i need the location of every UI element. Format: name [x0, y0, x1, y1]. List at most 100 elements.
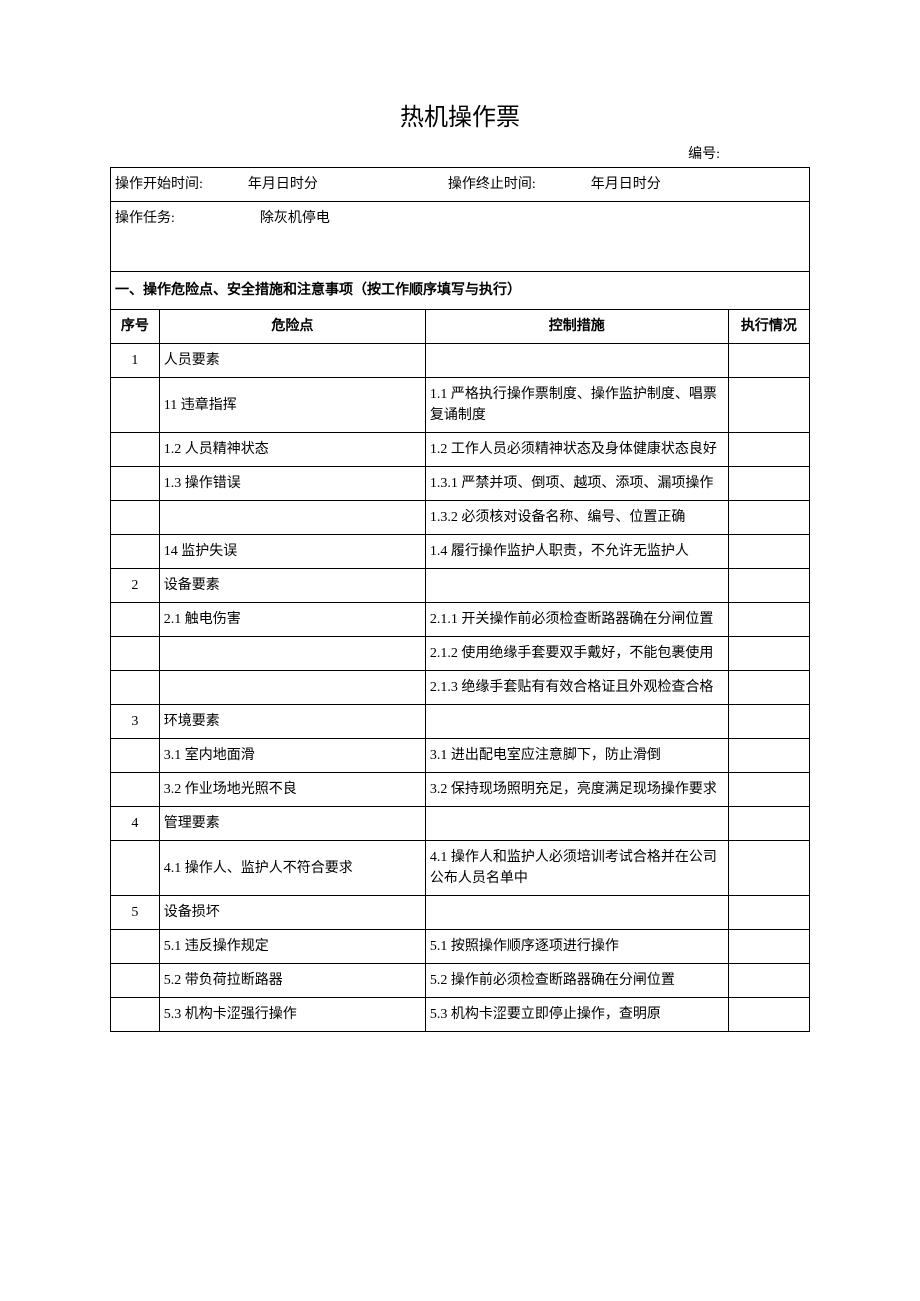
cell-measure: 1.2 工作人员必须精神状态及身体健康状态良好	[425, 433, 728, 467]
cell-measure: 1.4 履行操作监护人职责，不允许无监护人	[425, 535, 728, 569]
table-row: 14 监护失误1.4 履行操作监护人职责，不允许无监护人	[111, 535, 810, 569]
cell-status	[728, 637, 809, 671]
cell-risk: 3.1 室内地面滑	[159, 739, 425, 773]
col-header-seq: 序号	[111, 310, 160, 344]
cell-risk	[159, 501, 425, 535]
start-time-label: 操作开始时间:	[115, 177, 203, 192]
cell-risk: 5.3 机构卡涩强行操作	[159, 998, 425, 1032]
cell-seq	[111, 637, 160, 671]
cell-status	[728, 739, 809, 773]
cell-status	[728, 773, 809, 807]
cell-measure: 5.1 按照操作顺序逐项进行操作	[425, 930, 728, 964]
cell-risk: 1.2 人员精神状态	[159, 433, 425, 467]
cell-measure: 2.1.2 使用绝缘手套要双手戴好，不能包裹使用	[425, 637, 728, 671]
cell-risk: 2.1 触电伤害	[159, 603, 425, 637]
col-header-status: 执行情况	[728, 310, 809, 344]
table-row: 1.2 人员精神状态1.2 工作人员必须精神状态及身体健康状态良好	[111, 433, 810, 467]
cell-status	[728, 964, 809, 998]
cell-status	[728, 671, 809, 705]
cell-seq: 3	[111, 705, 160, 739]
cell-status	[728, 467, 809, 501]
table-row: 1人员要素	[111, 344, 810, 378]
end-time-value: 年月日时分	[591, 177, 661, 192]
table-row: 5.1 违反操作规定5.1 按照操作顺序逐项进行操作	[111, 930, 810, 964]
cell-measure	[425, 569, 728, 603]
cell-risk: 4.1 操作人、监护人不符合要求	[159, 841, 425, 896]
cell-seq	[111, 739, 160, 773]
cell-measure	[425, 807, 728, 841]
cell-seq	[111, 773, 160, 807]
cell-status	[728, 841, 809, 896]
cell-status	[728, 705, 809, 739]
cell-seq	[111, 930, 160, 964]
cell-measure: 5.3 机构卡涩要立即停止操作，查明原	[425, 998, 728, 1032]
cell-status	[728, 807, 809, 841]
task-value: 除灰机停电	[260, 211, 330, 226]
table-row: 4管理要素	[111, 807, 810, 841]
document-title: 热机操作票	[110, 100, 810, 136]
cell-status	[728, 344, 809, 378]
cell-measure: 1.3.2 必须核对设备名称、编号、位置正确	[425, 501, 728, 535]
section-header-row: 一、操作危险点、安全措施和注意事项（按工作顺序填写与执行）	[111, 272, 810, 310]
cell-measure: 3.1 进出配电室应注意脚下，防止滑倒	[425, 739, 728, 773]
cell-measure	[425, 705, 728, 739]
cell-measure	[425, 896, 728, 930]
cell-risk: 环境要素	[159, 705, 425, 739]
cell-measure: 3.2 保持现场照明充足，亮度满足现场操作要求	[425, 773, 728, 807]
table-row: 1.3.2 必须核对设备名称、编号、位置正确	[111, 501, 810, 535]
cell-seq: 5	[111, 896, 160, 930]
task-label: 操作任务:	[115, 211, 175, 226]
time-row: 操作开始时间:年月日时分操作终止时间:年月日时分	[111, 168, 810, 202]
cell-status	[728, 433, 809, 467]
cell-status	[728, 896, 809, 930]
cell-measure: 1.1 严格执行操作票制度、操作监护制度、唱票复诵制度	[425, 378, 728, 433]
cell-seq: 4	[111, 807, 160, 841]
cell-seq	[111, 467, 160, 501]
table-row: 3.2 作业场地光照不良3.2 保持现场照明充足，亮度满足现场操作要求	[111, 773, 810, 807]
cell-seq	[111, 501, 160, 535]
cell-seq	[111, 998, 160, 1032]
table-row: 2.1.2 使用绝缘手套要双手戴好，不能包裹使用	[111, 637, 810, 671]
cell-status	[728, 569, 809, 603]
table-row: 5.2 带负荷拉断路器5.2 操作前必须检查断路器确在分闸位置	[111, 964, 810, 998]
cell-risk: 管理要素	[159, 807, 425, 841]
cell-measure: 2.1.3 绝缘手套贴有有效合格证且外观检查合格	[425, 671, 728, 705]
cell-seq: 2	[111, 569, 160, 603]
table-row: 5.3 机构卡涩强行操作5.3 机构卡涩要立即停止操作，查明原	[111, 998, 810, 1032]
cell-seq	[111, 535, 160, 569]
cell-risk: 设备要素	[159, 569, 425, 603]
cell-risk	[159, 671, 425, 705]
cell-measure: 1.3.1 严禁并项、倒项、越项、添项、漏项操作	[425, 467, 728, 501]
task-row: 操作任务: 除灰机停电	[111, 202, 810, 272]
section-header: 一、操作危险点、安全措施和注意事项（按工作顺序填写与执行）	[111, 272, 810, 310]
cell-risk: 1.3 操作错误	[159, 467, 425, 501]
table-row: 2.1 触电伤害2.1.1 开关操作前必须检查断路器确在分闸位置	[111, 603, 810, 637]
cell-seq: 1	[111, 344, 160, 378]
cell-seq	[111, 603, 160, 637]
cell-risk: 人员要素	[159, 344, 425, 378]
cell-measure: 2.1.1 开关操作前必须检查断路器确在分闸位置	[425, 603, 728, 637]
cell-status	[728, 930, 809, 964]
cell-seq	[111, 671, 160, 705]
column-header-row: 序号 危险点 控制措施 执行情况	[111, 310, 810, 344]
table-row: 5设备损坏	[111, 896, 810, 930]
end-time-label: 操作终止时间:	[448, 177, 536, 192]
serial-number-row: 编号:	[110, 144, 810, 165]
col-header-measure: 控制措施	[425, 310, 728, 344]
table-row: 1.3 操作错误1.3.1 严禁并项、倒项、越项、添项、漏项操作	[111, 467, 810, 501]
cell-seq	[111, 964, 160, 998]
table-row: 2设备要素	[111, 569, 810, 603]
table-row: 11 违章指挥1.1 严格执行操作票制度、操作监护制度、唱票复诵制度	[111, 378, 810, 433]
cell-risk	[159, 637, 425, 671]
cell-measure: 4.1 操作人和监护人必须培训考试合格并在公司公布人员名单中	[425, 841, 728, 896]
cell-risk: 设备损坏	[159, 896, 425, 930]
cell-risk: 14 监护失误	[159, 535, 425, 569]
cell-seq	[111, 841, 160, 896]
cell-measure	[425, 344, 728, 378]
cell-status	[728, 535, 809, 569]
table-row: 4.1 操作人、监护人不符合要求4.1 操作人和监护人必须培训考试合格并在公司公…	[111, 841, 810, 896]
cell-seq	[111, 433, 160, 467]
cell-risk: 5.2 带负荷拉断路器	[159, 964, 425, 998]
cell-status	[728, 603, 809, 637]
col-header-risk: 危险点	[159, 310, 425, 344]
